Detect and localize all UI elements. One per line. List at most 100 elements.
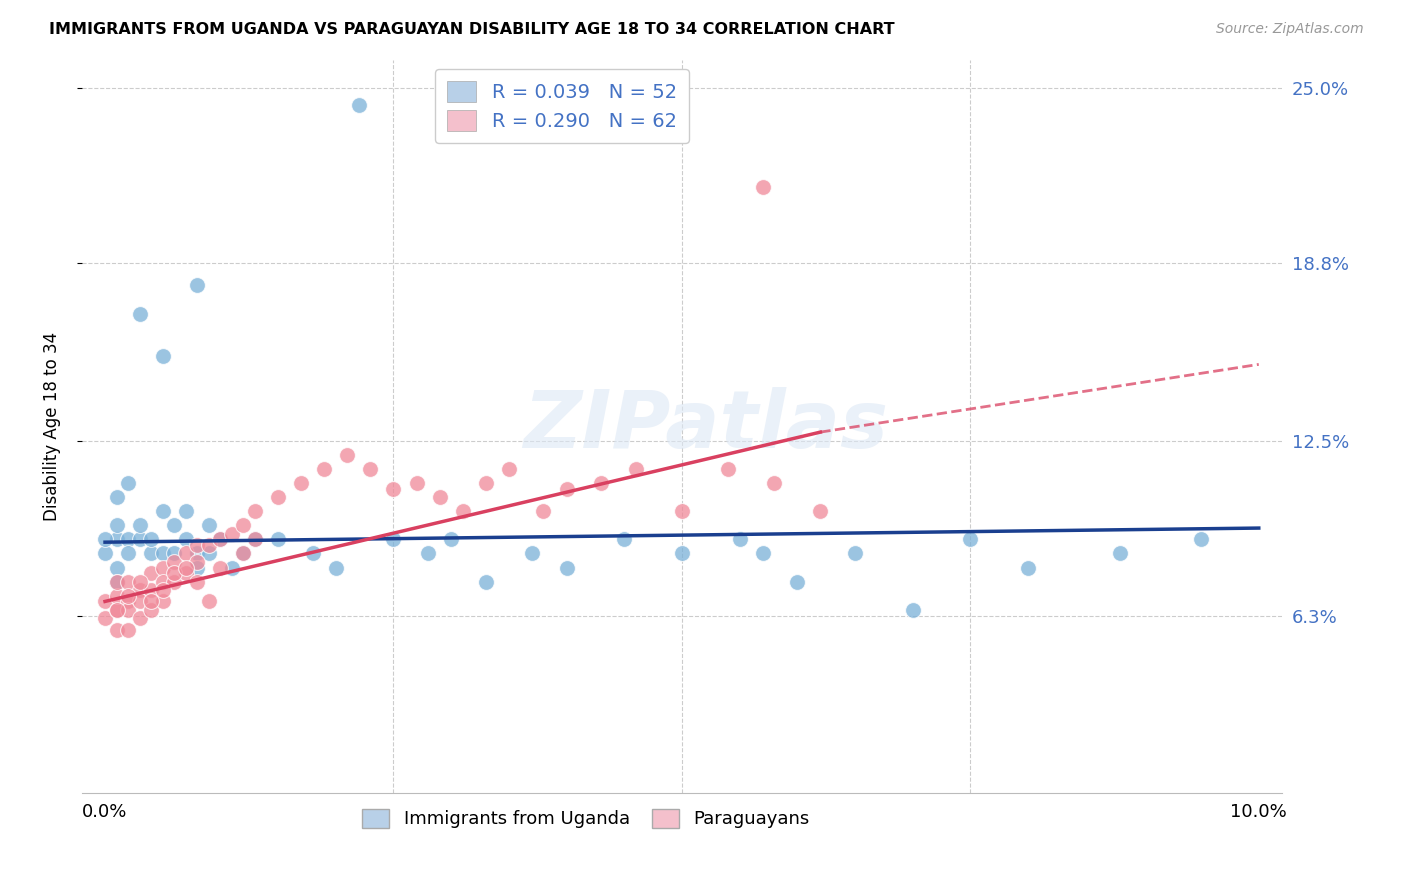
Point — [613, 533, 636, 547]
Point — [174, 504, 197, 518]
Text: ZIPatlas: ZIPatlas — [523, 387, 889, 466]
Point — [717, 462, 740, 476]
Point — [347, 97, 370, 112]
Point — [209, 533, 232, 547]
Point — [128, 574, 150, 589]
Point — [474, 574, 496, 589]
Point — [440, 533, 463, 547]
Point — [209, 533, 232, 547]
Point — [451, 504, 474, 518]
Point — [186, 278, 208, 293]
Point — [221, 560, 243, 574]
Point — [751, 546, 773, 560]
Point — [117, 546, 139, 560]
Point — [325, 560, 347, 574]
Point — [555, 560, 578, 574]
Point — [624, 462, 647, 476]
Point — [591, 475, 613, 490]
Point — [141, 594, 163, 608]
Point — [163, 518, 186, 533]
Point — [141, 603, 163, 617]
Point — [474, 475, 496, 490]
Point — [105, 533, 128, 547]
Point — [163, 574, 186, 589]
Point — [117, 594, 139, 608]
Point — [163, 546, 186, 560]
Point — [105, 603, 128, 617]
Point — [117, 589, 139, 603]
Point — [152, 560, 174, 574]
Point — [94, 594, 117, 608]
Point — [128, 533, 150, 547]
Point — [382, 533, 405, 547]
Point — [105, 574, 128, 589]
Point — [267, 533, 290, 547]
Point — [1189, 533, 1212, 547]
Point — [141, 566, 163, 581]
Point — [174, 533, 197, 547]
Point — [232, 518, 254, 533]
Point — [498, 462, 520, 476]
Point — [808, 504, 831, 518]
Point — [416, 546, 439, 560]
Point — [405, 475, 427, 490]
Point — [728, 533, 751, 547]
Point — [1017, 560, 1039, 574]
Legend: Immigrants from Uganda, Paraguayans: Immigrants from Uganda, Paraguayans — [356, 801, 817, 836]
Point — [152, 349, 174, 363]
Point — [105, 518, 128, 533]
Point — [186, 560, 208, 574]
Point — [382, 482, 405, 496]
Point — [152, 504, 174, 518]
Point — [844, 546, 866, 560]
Point — [152, 594, 174, 608]
Point — [105, 623, 128, 637]
Point — [105, 574, 128, 589]
Point — [94, 533, 117, 547]
Point — [290, 475, 312, 490]
Point — [128, 307, 150, 321]
Point — [267, 490, 290, 504]
Point — [117, 574, 139, 589]
Point — [186, 546, 208, 560]
Point — [243, 504, 266, 518]
Point — [1109, 546, 1132, 560]
Point — [751, 179, 773, 194]
Point — [105, 560, 128, 574]
Point — [163, 566, 186, 581]
Point — [198, 546, 221, 560]
Point — [186, 555, 208, 569]
Point — [94, 546, 117, 560]
Point — [429, 490, 451, 504]
Point — [128, 583, 150, 598]
Point — [671, 546, 693, 560]
Point — [359, 462, 381, 476]
Point — [141, 583, 163, 598]
Point — [232, 546, 254, 560]
Point — [243, 533, 266, 547]
Point — [901, 603, 924, 617]
Point — [117, 533, 139, 547]
Text: Source: ZipAtlas.com: Source: ZipAtlas.com — [1216, 22, 1364, 37]
Point — [152, 546, 174, 560]
Text: IMMIGRANTS FROM UGANDA VS PARAGUAYAN DISABILITY AGE 18 TO 34 CORRELATION CHART: IMMIGRANTS FROM UGANDA VS PARAGUAYAN DIS… — [49, 22, 894, 37]
Point — [117, 603, 139, 617]
Point — [117, 475, 139, 490]
Point — [786, 574, 808, 589]
Point — [174, 560, 197, 574]
Point — [94, 611, 117, 625]
Point — [105, 589, 128, 603]
Point — [152, 583, 174, 598]
Point — [117, 623, 139, 637]
Point — [186, 574, 208, 589]
Point — [314, 462, 336, 476]
Point — [671, 504, 693, 518]
Point — [555, 482, 578, 496]
Point — [198, 538, 221, 552]
Point — [174, 546, 197, 560]
Point — [243, 533, 266, 547]
Point — [128, 594, 150, 608]
Point — [163, 555, 186, 569]
Point — [198, 594, 221, 608]
Point — [763, 475, 786, 490]
